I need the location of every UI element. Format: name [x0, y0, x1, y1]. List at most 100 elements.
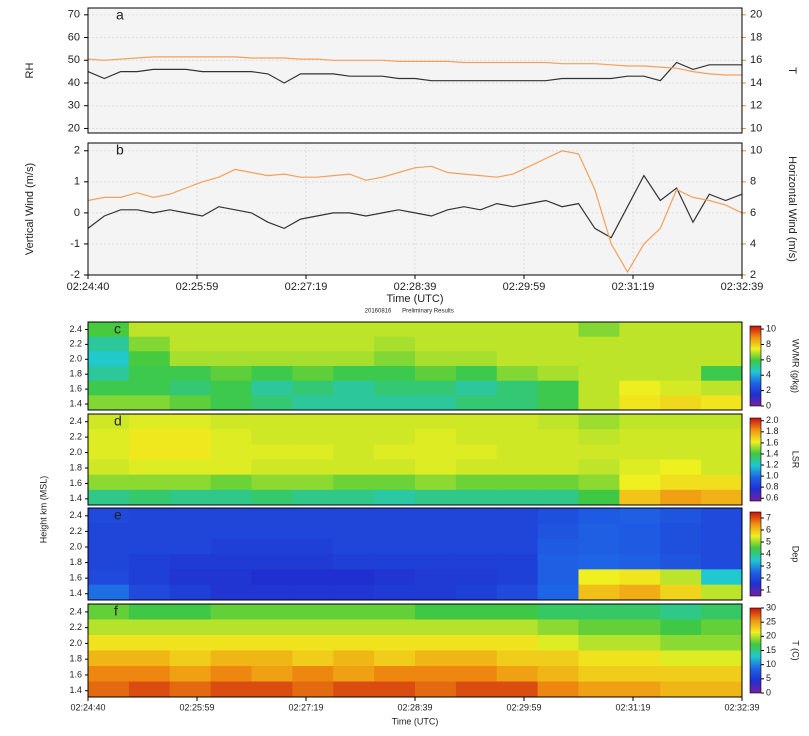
y-tick-label: 1.4	[69, 493, 82, 503]
heat-cell	[537, 650, 579, 667]
y2-tick-label: 8	[750, 176, 756, 188]
heat-cell	[210, 584, 252, 601]
heat-cell	[128, 351, 171, 367]
colorbar-tick-label: 10	[766, 659, 776, 669]
heat-cell	[415, 523, 457, 540]
heat-cell	[251, 414, 293, 430]
heat-cell	[415, 508, 457, 524]
heat-cell	[701, 635, 743, 651]
heat-cell	[455, 523, 498, 540]
y2-tick-label: 10	[750, 145, 762, 157]
heat-cell	[333, 459, 375, 476]
heat-cell	[128, 666, 171, 682]
heat-cell	[619, 351, 661, 367]
heat-cell	[128, 635, 171, 651]
heat-cell	[660, 474, 702, 491]
heat-cell	[455, 414, 498, 430]
heat-cell	[169, 336, 212, 352]
heat-cell	[251, 538, 293, 555]
heat-cell	[619, 380, 661, 396]
panel-label: a	[116, 7, 124, 23]
heat-cell	[701, 459, 743, 476]
heat-cell	[251, 336, 293, 352]
colorbar-tick-label: 1	[766, 584, 771, 594]
colorbar-tick-label: 0.6	[766, 493, 779, 503]
colorbar-tick-label: 1.6	[766, 437, 779, 447]
heat-cell	[619, 619, 661, 636]
heat-cell	[210, 538, 252, 555]
heat-cell	[333, 666, 375, 682]
y-tick-label: 2.0	[69, 541, 82, 551]
heat-cell	[169, 489, 212, 506]
heat-cell	[374, 554, 416, 570]
heat-cell	[333, 336, 375, 352]
colorbar-tick-label: 1.2	[766, 459, 779, 469]
heat-cell	[578, 380, 620, 396]
heat-cell	[251, 523, 293, 540]
heat-cell	[292, 569, 334, 586]
heat-cell	[660, 489, 702, 506]
heat-cell	[537, 459, 579, 476]
heat-cell	[128, 523, 171, 540]
heat-cell	[251, 444, 293, 460]
heat-cell	[169, 414, 212, 430]
colorbar-label: T (C)	[791, 640, 801, 660]
heat-cell	[701, 489, 743, 506]
x-tick-label: 02:32:39	[724, 702, 759, 712]
heat-cell	[701, 681, 743, 698]
heat-cell	[333, 584, 375, 601]
heat-cell	[660, 604, 702, 620]
heat-cell	[660, 635, 702, 651]
heat-cell	[660, 322, 702, 338]
y2-tick-label: 20	[750, 9, 762, 21]
heat-cell	[88, 584, 130, 601]
heat-cell	[496, 635, 539, 651]
heat-cell	[619, 459, 661, 476]
colorbar-tick-label: 1.8	[766, 426, 779, 436]
heat-cell	[251, 366, 293, 382]
heat-cell	[292, 474, 334, 491]
heat-cell	[333, 366, 375, 382]
heat-cell	[660, 366, 702, 382]
heat-cell	[619, 604, 661, 620]
heat-cell	[333, 429, 375, 445]
heat-cell	[210, 489, 252, 506]
heat-cell	[251, 554, 293, 570]
heat-cell	[210, 429, 252, 445]
heat-cell	[374, 336, 416, 352]
heat-cell	[455, 444, 498, 460]
heat-cell	[88, 569, 130, 586]
heat-cell	[455, 336, 498, 352]
heat-cell	[660, 444, 702, 460]
heat-cell	[537, 414, 579, 430]
heat-cell	[88, 635, 130, 651]
colorbar	[749, 511, 762, 597]
heat-cell	[210, 322, 252, 338]
y-tick-label: 2.0	[69, 354, 82, 364]
heat-cell	[88, 604, 130, 620]
heat-cell	[578, 538, 620, 555]
heat-cell	[88, 395, 130, 411]
heat-cell	[537, 523, 579, 540]
heat-cell	[415, 538, 457, 555]
heat-cell	[578, 459, 620, 476]
heat-cell	[128, 508, 171, 524]
heat-cell	[128, 681, 171, 698]
heat-cell	[578, 508, 620, 524]
heat-cell	[128, 414, 171, 430]
heat-cell	[415, 366, 457, 382]
y-tick-label: -1	[70, 238, 80, 250]
heat-cell	[210, 395, 252, 411]
heat-cell	[128, 444, 171, 460]
heat-cell	[374, 322, 416, 338]
heat-cell	[455, 322, 498, 338]
y2-tick-label: 16	[750, 54, 762, 66]
heat-cell	[333, 444, 375, 460]
heat-cell	[660, 619, 702, 636]
heat-cell	[660, 681, 702, 698]
y-tick-label: 1.6	[69, 669, 82, 679]
heat-cell	[374, 351, 416, 367]
heat-cell	[292, 444, 334, 460]
heat-cell	[619, 474, 661, 491]
colorbar-tick-label: 7	[766, 512, 771, 522]
